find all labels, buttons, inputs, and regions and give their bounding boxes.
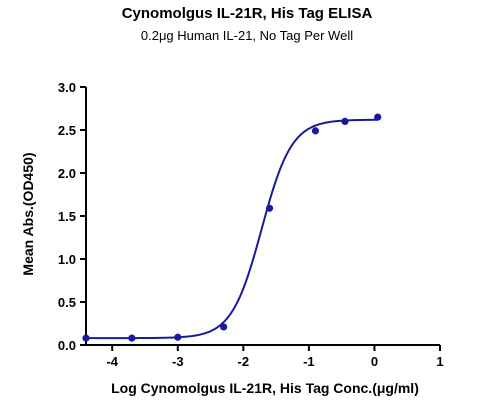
y-tick-label: 0.0 bbox=[58, 338, 76, 353]
y-tick-label: 2.5 bbox=[58, 123, 76, 138]
x-tick-label: 0 bbox=[371, 354, 378, 369]
data-point bbox=[341, 117, 349, 125]
axes bbox=[85, 87, 440, 346]
data-point bbox=[128, 334, 136, 342]
fit-curve bbox=[86, 118, 378, 340]
data-point bbox=[82, 334, 90, 342]
data-point bbox=[220, 323, 228, 331]
data-marks bbox=[82, 113, 382, 342]
data-point bbox=[374, 113, 382, 121]
y-tick-label: 0.5 bbox=[58, 295, 76, 310]
data-point bbox=[174, 333, 182, 341]
x-tick-label: -3 bbox=[172, 354, 184, 369]
x-tick-label: 1 bbox=[436, 354, 443, 369]
x-axis-label: Log Cynomolgus IL-21R, His Tag Conc.(μg/… bbox=[111, 380, 419, 396]
ticks: 0.0 0.5 1.0 1.5 2.0 2.5 3.0 -4 -3 -2 -1 0 1 bbox=[58, 80, 444, 369]
chart-title: Cynomolgus IL-21R, His Tag ELISA bbox=[122, 5, 373, 22]
chart-subtitle: 0.2μg Human IL-21, No Tag Per Well bbox=[141, 28, 353, 43]
y-tick-label: 3.0 bbox=[58, 80, 76, 95]
x-tick-label: -1 bbox=[303, 354, 315, 369]
y-tick-label: 1.5 bbox=[58, 209, 76, 224]
data-point bbox=[311, 127, 320, 135]
y-axis-label: Mean Abs.(OD450) bbox=[20, 152, 36, 275]
data-point bbox=[265, 204, 274, 212]
y-tick-label: 1.0 bbox=[58, 252, 76, 267]
y-tick-label: 2.0 bbox=[58, 166, 76, 181]
x-tick-label: -4 bbox=[106, 354, 118, 369]
x-tick-label: -2 bbox=[238, 354, 250, 369]
